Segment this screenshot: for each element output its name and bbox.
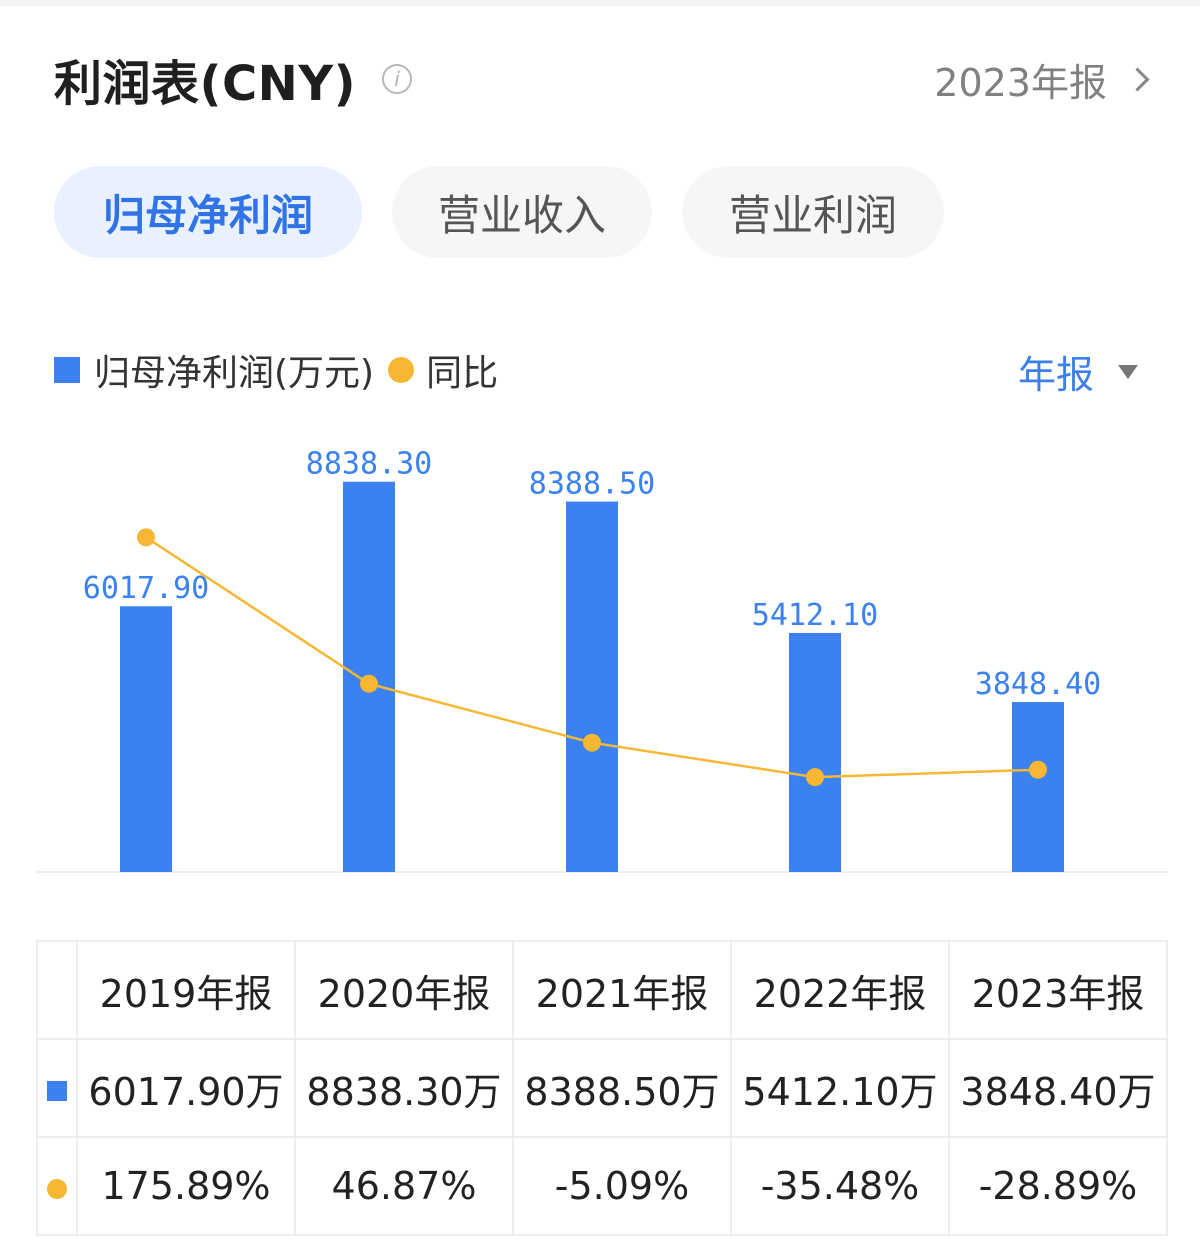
table-header-cell: 2019年报 bbox=[76, 940, 296, 1040]
yoy-point-1[interactable] bbox=[360, 674, 378, 693]
report-label: 2023年报 bbox=[934, 61, 1107, 105]
period-dropdown[interactable]: 年报 bbox=[1018, 344, 1138, 399]
tab-revenue[interactable]: 营业收入 bbox=[392, 166, 652, 258]
yoy-point-0[interactable] bbox=[137, 528, 155, 547]
dot-marker-icon bbox=[47, 1179, 67, 1199]
legend-bar-swatch bbox=[54, 357, 80, 383]
tab-operating-profit[interactable]: 营业利润 bbox=[682, 166, 944, 258]
top-divider bbox=[0, 0, 1200, 6]
table-value-cell: 8838.30万 bbox=[294, 1038, 514, 1138]
table-value-cell: 3848.40万 bbox=[948, 1038, 1168, 1138]
table-row-yoy: 175.89% 46.87% -5.09% -35.48% -28.89% bbox=[36, 1136, 1168, 1236]
table-yoy-cell: -28.89% bbox=[948, 1136, 1168, 1236]
legend-line-swatch bbox=[388, 357, 415, 383]
metric-tabs: 归母净利润 营业收入 营业利润 bbox=[54, 166, 974, 258]
table-corner-cell bbox=[36, 940, 78, 1040]
bar-4[interactable] bbox=[1012, 702, 1064, 872]
data-table: 2019年报 2020年报 2021年报 2022年报 2023年报 6017.… bbox=[36, 940, 1168, 1236]
table-value-cell: 8388.50万 bbox=[512, 1038, 732, 1138]
page-title: 利润表(CNY) bbox=[54, 56, 357, 112]
table-yoy-cell: -5.09% bbox=[512, 1136, 732, 1236]
info-icon[interactable]: i bbox=[382, 64, 413, 94]
yoy-point-2[interactable] bbox=[583, 733, 601, 752]
table-value-cell: 6017.90万 bbox=[76, 1038, 296, 1138]
table-yoy-cell: 46.87% bbox=[294, 1136, 514, 1236]
legend-line-label: 同比 bbox=[426, 353, 499, 394]
row-marker-bar bbox=[36, 1038, 78, 1138]
table-header-cell: 2023年报 bbox=[948, 940, 1168, 1040]
bar-value-label: 5412.10 bbox=[752, 598, 878, 633]
table-header-row: 2019年报 2020年报 2021年报 2022年报 2023年报 bbox=[36, 940, 1168, 1040]
yoy-point-4[interactable] bbox=[1029, 760, 1047, 779]
tab-net-profit[interactable]: 归母净利润 bbox=[54, 166, 362, 258]
bar-0[interactable] bbox=[120, 606, 172, 872]
bar-value-label: 3848.40 bbox=[975, 667, 1101, 702]
bar-3[interactable] bbox=[789, 633, 841, 872]
profit-chart: 6017.90 8838.30 8388.50 5412.10 3848.40 bbox=[36, 447, 1168, 873]
bar-value-label: 6017.90 bbox=[83, 571, 209, 606]
table-header-cell: 2022年报 bbox=[730, 940, 950, 1040]
report-selector[interactable]: 2023年报 bbox=[934, 52, 1150, 107]
chevron-right-icon bbox=[1125, 67, 1150, 92]
header: 利润表(CNY) i bbox=[54, 44, 413, 114]
legend-bar-label: 归母净利润(万元) bbox=[94, 353, 375, 394]
bar-2[interactable] bbox=[566, 501, 618, 872]
table-yoy-cell: 175.89% bbox=[76, 1136, 296, 1236]
caret-down-icon bbox=[1118, 364, 1138, 379]
row-marker-line bbox=[36, 1136, 78, 1236]
bar-value-label: 8838.30 bbox=[306, 447, 432, 482]
table-row-values: 6017.90万 8838.30万 8388.50万 5412.10万 3848… bbox=[36, 1038, 1168, 1138]
period-label: 年报 bbox=[1017, 353, 1094, 397]
table-header-cell: 2021年报 bbox=[512, 940, 732, 1040]
chart-legend: 归母净利润(万元) 同比 bbox=[54, 344, 498, 396]
bar-value-label: 8388.50 bbox=[529, 467, 655, 502]
yoy-point-3[interactable] bbox=[806, 768, 824, 787]
table-yoy-cell: -35.48% bbox=[730, 1136, 950, 1236]
table-value-cell: 5412.10万 bbox=[730, 1038, 950, 1138]
table-header-cell: 2020年报 bbox=[294, 940, 514, 1040]
bar-marker-icon bbox=[47, 1081, 67, 1101]
